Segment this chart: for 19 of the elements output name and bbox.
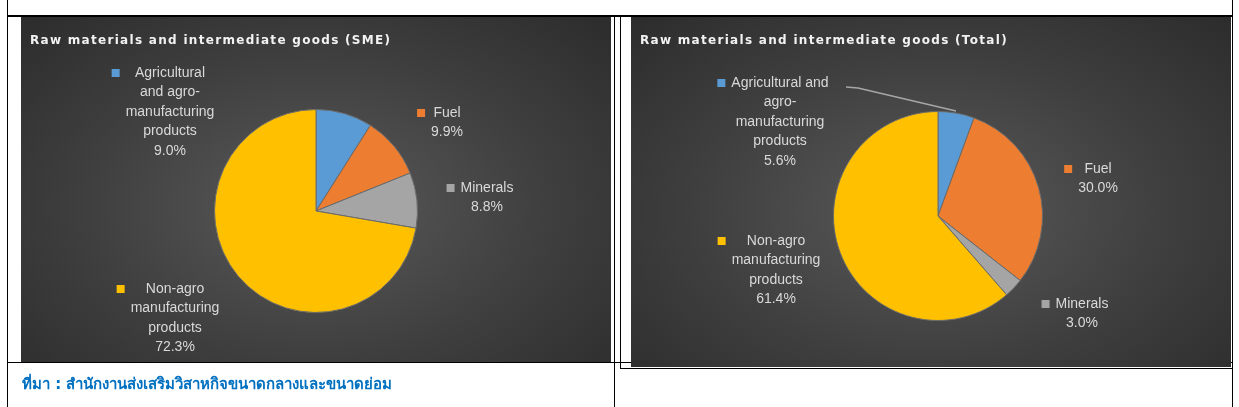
data-label: 3.0%	[1066, 314, 1098, 331]
chart-title: Raw materials and intermediate goods (Total)	[640, 33, 1008, 48]
legend-label: Non-agro manufacturing products	[130, 279, 220, 335]
legend-label: Fuel	[433, 103, 461, 120]
data-label: 9.0%	[154, 141, 186, 158]
data-label: 61.4%	[756, 290, 796, 307]
legend-label: Agricultural and agro-manufacturing products	[731, 73, 829, 149]
data-label: 9.9%	[431, 123, 463, 140]
legend-label: Non-agro manufacturing products	[731, 231, 821, 287]
legend-label: Minerals	[460, 178, 514, 195]
data-label: 72.3%	[155, 338, 195, 355]
data-label: 30.0%	[1078, 179, 1118, 196]
legend-label: Fuel	[1084, 159, 1112, 176]
legend-label: Agricultural and agro-manufacturing products	[125, 63, 215, 139]
chart-title: Raw materials and intermediate goods (SME)	[30, 33, 392, 48]
legend-label: Minerals	[1055, 294, 1109, 311]
data-label: 5.6%	[764, 151, 796, 168]
text: ที่มา : สำนักงานส่งเสริมวิสาหกิจขนาดกลางและขนาดย่อม	[22, 372, 393, 395]
data-label: 8.8%	[471, 198, 503, 215]
